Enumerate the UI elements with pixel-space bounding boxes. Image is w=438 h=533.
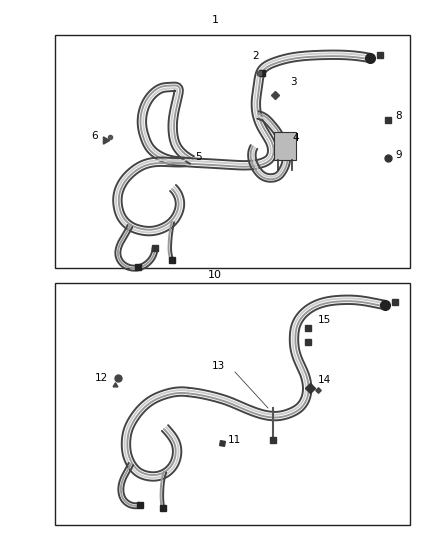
Text: 2: 2	[252, 51, 258, 61]
Text: 6: 6	[92, 131, 98, 141]
Bar	[274, 132, 296, 160]
Text: 15: 15	[318, 315, 331, 325]
Text: 1: 1	[212, 15, 219, 25]
Text: 5: 5	[195, 152, 201, 162]
Text: 11: 11	[228, 435, 241, 445]
Text: 8: 8	[395, 111, 402, 121]
Text: 12: 12	[95, 373, 108, 383]
Text: 10: 10	[208, 270, 222, 280]
Text: 14: 14	[318, 375, 331, 385]
Bar	[55, 283, 410, 525]
Bar	[55, 35, 410, 268]
Text: 4: 4	[292, 133, 299, 143]
Text: 9: 9	[395, 150, 402, 160]
Text: 3: 3	[290, 77, 297, 87]
Text: 13: 13	[212, 361, 225, 371]
